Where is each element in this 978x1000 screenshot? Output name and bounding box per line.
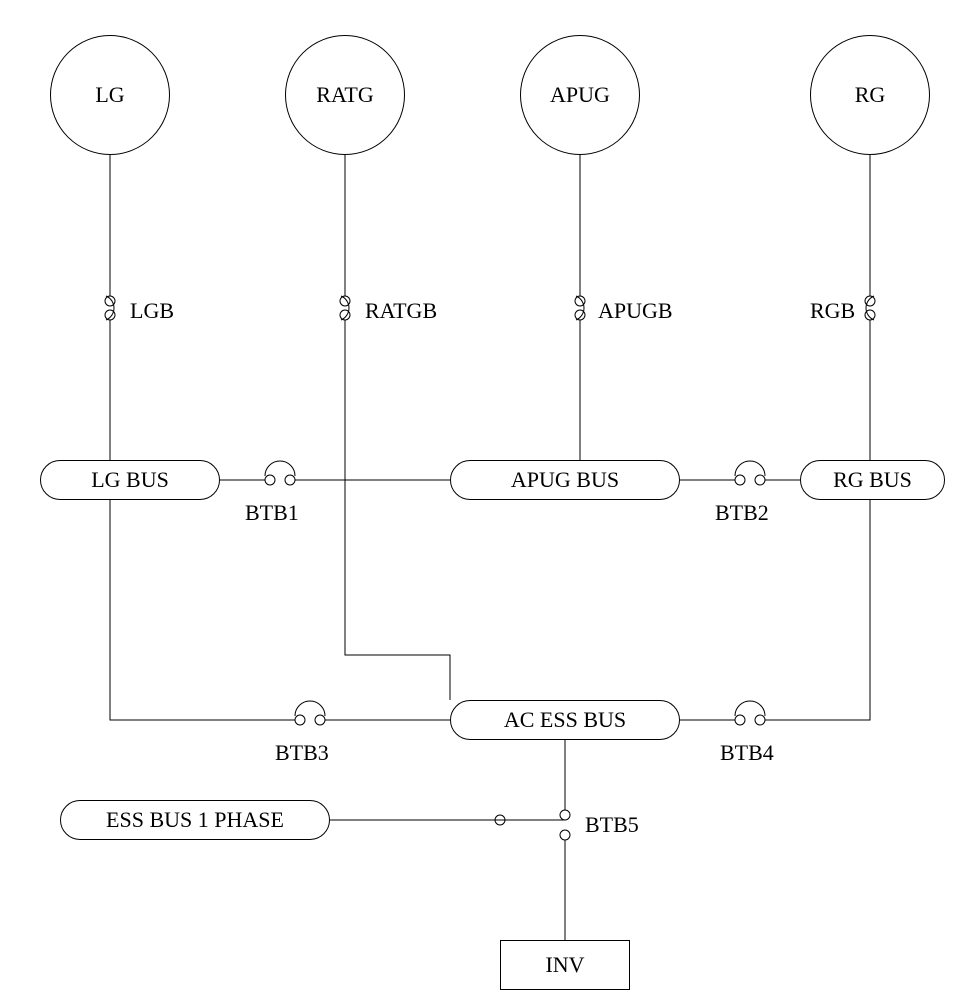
- label-btb3: BTB3: [275, 740, 329, 766]
- bus-ess-1ph-label: ESS BUS 1 PHASE: [106, 807, 284, 833]
- generator-rg: RG: [810, 35, 930, 155]
- generator-lg-label: LG: [95, 82, 124, 108]
- generator-apug-label: APUG: [550, 82, 610, 108]
- bus-lg-label: LG BUS: [91, 467, 169, 493]
- label-apugb: APUGB: [598, 298, 673, 324]
- inverter-label: INV: [545, 952, 584, 978]
- bus-rg: RG BUS: [800, 460, 945, 500]
- bus-ac-ess: AC ESS BUS: [450, 700, 680, 740]
- bus-apug: APUG BUS: [450, 460, 680, 500]
- generator-ratg: RATG: [285, 35, 405, 155]
- label-lgb: LGB: [130, 298, 174, 324]
- bus-lg: LG BUS: [40, 460, 220, 500]
- label-btb4: BTB4: [720, 740, 774, 766]
- bus-ac-ess-label: AC ESS BUS: [504, 707, 626, 733]
- bus-rg-label: RG BUS: [833, 467, 912, 493]
- wiring-layer: [0, 0, 978, 1000]
- generator-lg: LG: [50, 35, 170, 155]
- label-btb1: BTB1: [245, 500, 299, 526]
- label-btb5: BTB5: [585, 812, 639, 838]
- inverter: INV: [500, 940, 630, 990]
- bus-ess-1ph: ESS BUS 1 PHASE: [60, 800, 330, 840]
- label-rgb: RGB: [810, 298, 855, 324]
- label-btb2: BTB2: [715, 500, 769, 526]
- bus-apug-label: APUG BUS: [511, 467, 619, 493]
- label-ratgb: RATGB: [365, 298, 437, 324]
- generator-apug: APUG: [520, 35, 640, 155]
- generator-rg-label: RG: [855, 82, 886, 108]
- generator-ratg-label: RATG: [316, 82, 373, 108]
